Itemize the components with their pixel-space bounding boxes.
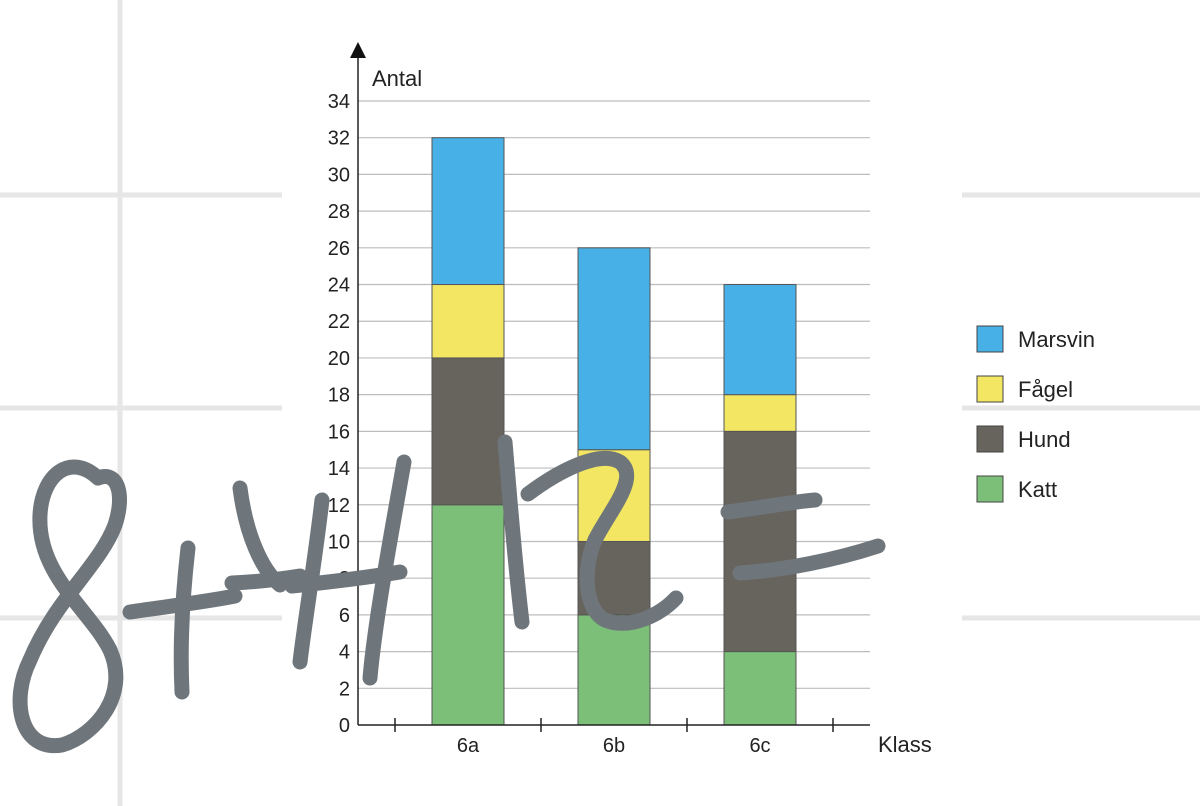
bar-segment-6c-hund [723, 430, 797, 653]
legend-swatch-marsvin [976, 325, 1004, 353]
y-tick-label: 0 [339, 715, 350, 737]
bar-segment-6b-katt [577, 614, 651, 726]
y-tick-label: 10 [328, 531, 350, 553]
y-tick-label: 18 [328, 385, 350, 407]
bar-segment-6c-fågel [723, 394, 797, 432]
y-axis-arrow-icon [350, 42, 366, 58]
bar-segment-6a-hund [431, 357, 505, 506]
x-tick-label: 6a [457, 735, 480, 757]
x-tick-label: 6c [749, 735, 770, 757]
y-tick-label: 12 [328, 495, 350, 517]
legend-label-fågel: Fågel [1018, 377, 1073, 402]
y-tick-label: 26 [328, 238, 350, 260]
legend-label-katt: Katt [1018, 477, 1057, 502]
y-tick-label: 16 [328, 421, 350, 443]
bar-segment-6b-fågel [577, 449, 651, 542]
x-ticks: 6a 6b 6c [394, 718, 834, 757]
bar-segment-6a-marsvin [431, 137, 505, 286]
legend-label-hund: Hund [1018, 427, 1071, 452]
legend-swatch-fågel [976, 375, 1004, 403]
y-tick-label: 4 [339, 642, 350, 664]
y-tick-label: 8 [339, 568, 350, 590]
bar-segment-6b-marsvin [577, 247, 651, 451]
y-tick-label: 22 [328, 311, 350, 333]
legend-swatch-hund [976, 425, 1004, 453]
y-tick-label: 34 [328, 91, 350, 113]
bar-segment-6c-katt [723, 651, 797, 726]
x-tick-label: 6b [603, 735, 625, 757]
bar-segment-6c-marsvin [723, 284, 797, 396]
bar-segment-6a-fågel [431, 284, 505, 359]
legend-swatch-katt [976, 475, 1004, 503]
legend-label-marsvin: Marsvin [1018, 327, 1095, 352]
y-tick-label: 20 [328, 348, 350, 370]
y-tick-label: 32 [328, 128, 350, 150]
bar-segment-6a-katt [431, 504, 505, 726]
y-tick-label: 2 [339, 678, 350, 700]
y-tick-label: 28 [328, 201, 350, 223]
x-axis-title: Klass [878, 732, 932, 757]
legend: Marsvin Fågel Hund Katt [976, 325, 1095, 503]
y-tick-label: 14 [328, 458, 350, 480]
y-tick-label: 6 [339, 605, 350, 627]
y-tick-label: 30 [328, 164, 350, 186]
bars [431, 137, 797, 726]
y-axis-title: Antal [372, 66, 422, 91]
y-tick-label: 24 [328, 275, 350, 297]
bar-segment-6b-hund [577, 540, 651, 616]
